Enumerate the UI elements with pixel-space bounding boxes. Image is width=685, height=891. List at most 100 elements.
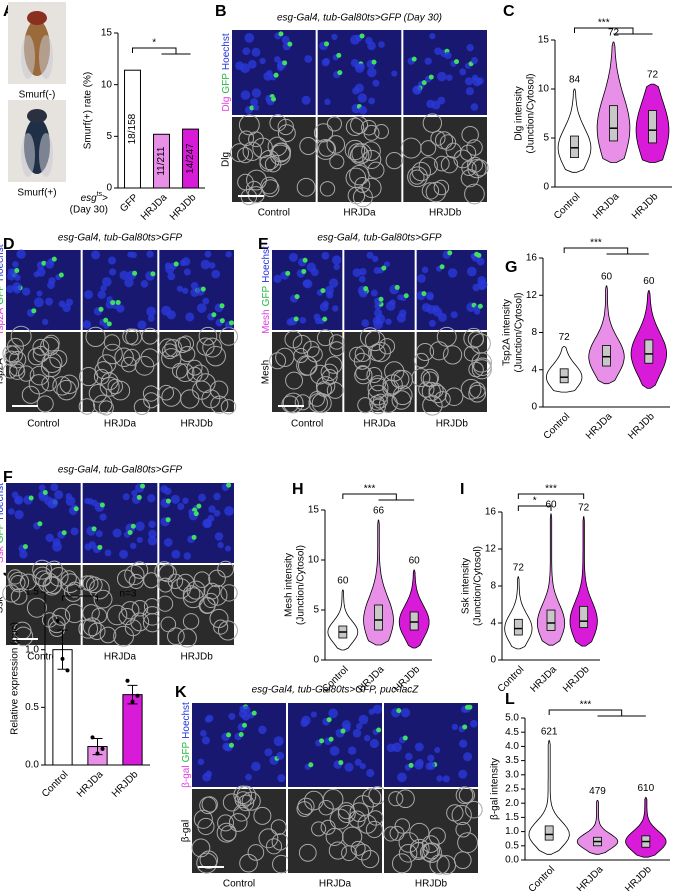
bar	[182, 128, 199, 189]
nucleus	[179, 259, 187, 267]
superscript: ts	[97, 191, 103, 198]
cell-outline	[93, 589, 113, 609]
x-tick-label: HRJDb	[561, 664, 592, 695]
nucleus	[357, 93, 367, 103]
nucleus	[301, 715, 311, 726]
nucleus	[470, 103, 479, 111]
nucleus	[427, 761, 436, 769]
nucleus	[112, 528, 122, 538]
nucleus	[429, 32, 436, 40]
cell-outline	[282, 392, 304, 414]
nucleus	[396, 313, 406, 323]
cell-outline	[297, 797, 315, 815]
cell-outline	[259, 149, 280, 171]
data-point	[125, 678, 130, 683]
nucleus	[242, 47, 251, 56]
panel-letter: E	[258, 236, 269, 253]
column-label: Control	[258, 208, 290, 219]
n-label: 610	[637, 783, 654, 794]
cell-outline	[114, 347, 134, 368]
x-tick-label: HRJDb	[623, 864, 654, 891]
panel-title: esg-Gal4, tub-Gal80ts>GFP	[317, 233, 442, 244]
box	[644, 339, 654, 364]
nucleus	[324, 98, 331, 106]
cell-outline	[52, 376, 72, 396]
y-axis-label: (Junction/Cytosol)	[514, 292, 525, 372]
y-axis-label: Ssk intensity	[461, 558, 472, 614]
merge-channel-label: Ssk GFP Hoechst	[0, 483, 6, 563]
cell-outline	[230, 143, 250, 163]
nucleus	[245, 773, 252, 781]
gfp-cell	[340, 728, 346, 734]
column-label: HRJDa	[104, 419, 137, 430]
channel-name: Ssk	[0, 545, 6, 563]
nucleus	[347, 746, 357, 755]
gfp-cell	[58, 272, 64, 278]
nucleus	[370, 289, 378, 297]
nucleus	[70, 527, 79, 536]
gfp-cell	[165, 498, 171, 504]
nucleus	[225, 251, 232, 258]
nucleus	[135, 521, 145, 532]
channel-name: Tsp2A	[0, 307, 6, 335]
cell-outline	[407, 166, 428, 188]
gray-channel-label: β-gal	[181, 820, 192, 842]
cell-outline	[247, 844, 265, 861]
cell-outline	[191, 364, 209, 382]
violin	[625, 797, 667, 858]
cell-outline	[157, 595, 174, 612]
gfp-cell	[41, 260, 47, 266]
cell-outline	[177, 628, 197, 648]
nucleus	[331, 33, 338, 41]
significance-bracket	[548, 709, 646, 717]
nucleus	[50, 483, 59, 492]
nucleus	[58, 300, 66, 308]
cell-outline	[198, 326, 218, 346]
nucleus	[400, 708, 411, 718]
cell-outline	[416, 342, 435, 361]
gfp-cell	[273, 72, 279, 78]
nucleus	[341, 720, 351, 730]
gfp-cell	[103, 317, 109, 323]
cell-outline	[442, 345, 463, 365]
cell-outline	[455, 786, 474, 805]
bar-count-label: 14/247	[185, 143, 196, 174]
y-tick-label: 0.5	[25, 702, 39, 713]
n-label: 72	[559, 332, 571, 343]
nucleus	[450, 311, 458, 319]
cell-outline	[60, 570, 77, 587]
nucleus	[378, 41, 385, 48]
cell-outline	[239, 853, 258, 873]
nucleus	[36, 290, 43, 297]
nucleus	[130, 251, 137, 259]
nucleus	[176, 285, 183, 292]
gfp-cell	[242, 722, 248, 728]
cell-outline	[394, 818, 410, 834]
n-label: 60	[409, 556, 421, 567]
significance-label: ***	[580, 700, 592, 711]
column-label: HRJDa	[104, 652, 137, 663]
significance-label: ***	[545, 484, 557, 495]
nucleus	[213, 492, 221, 501]
nucleus	[324, 285, 334, 295]
cell-outline	[350, 116, 369, 134]
n-label: 60	[337, 576, 349, 587]
nucleus	[263, 72, 273, 81]
nucleus	[366, 768, 375, 778]
cell-outline	[324, 356, 343, 374]
cell-outline	[260, 176, 279, 195]
nucleus	[99, 513, 107, 521]
significance-label: ***	[364, 484, 376, 495]
box	[544, 825, 554, 841]
nucleus	[413, 85, 422, 94]
n-label: 60	[545, 499, 557, 510]
x-tick-label: HRJDa	[75, 769, 106, 800]
nucleus	[264, 748, 273, 757]
gfp-cell	[396, 708, 402, 714]
gfp-cell	[28, 495, 34, 501]
cell-outline	[124, 619, 142, 637]
cell-outline	[365, 820, 383, 839]
gray-channel-label: Dlg	[221, 152, 232, 167]
gfp-cell	[381, 265, 387, 271]
column-label: HRJDb	[429, 208, 462, 219]
